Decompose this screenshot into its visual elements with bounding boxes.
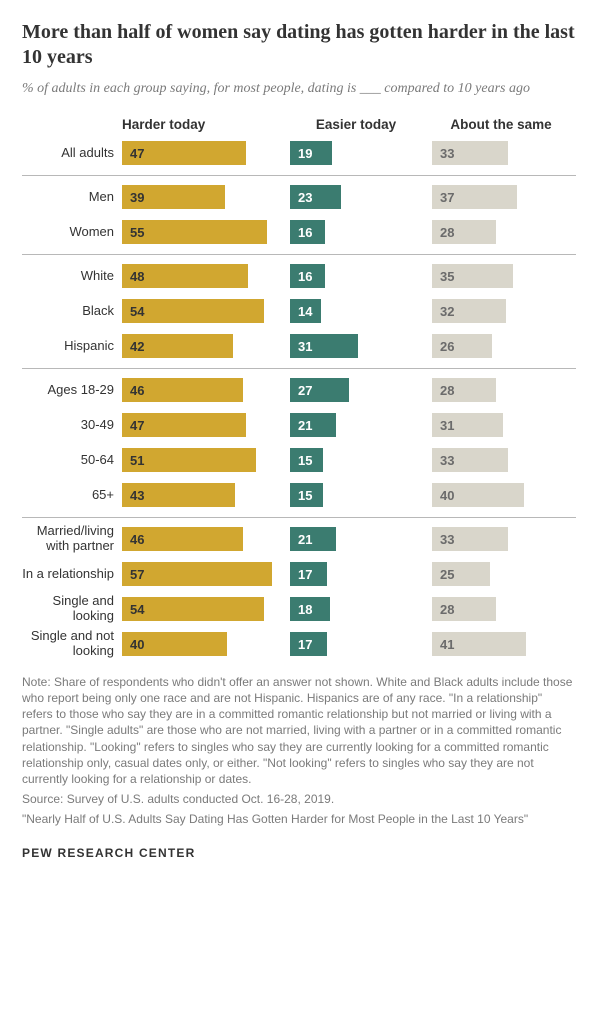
bar-same: 25 — [432, 562, 490, 586]
bar-same: 28 — [432, 378, 496, 402]
row-bars: 46 21 33 — [122, 527, 576, 551]
row-label: 30-49 — [22, 418, 122, 433]
bar-harder: 54 — [122, 597, 264, 621]
bar-easier: 16 — [290, 220, 325, 244]
col-header-harder: Harder today — [122, 117, 280, 132]
bar-easier: 17 — [290, 562, 327, 586]
row-bars: 46 27 28 — [122, 378, 576, 402]
row-bars: 51 15 33 — [122, 448, 576, 472]
row-label: Black — [22, 304, 122, 319]
row-label: Single and looking — [22, 594, 122, 624]
group-divider — [22, 254, 576, 255]
bar-harder: 55 — [122, 220, 267, 244]
bar-easier: 18 — [290, 597, 330, 621]
chart-row: 50-6451 15 33 — [22, 445, 576, 476]
row-bars: 43 15 40 — [122, 483, 576, 507]
chart-subtitle: % of adults in each group saying, for mo… — [22, 80, 576, 99]
bar-easier: 16 — [290, 264, 325, 288]
bar-easier: 23 — [290, 185, 341, 209]
bar-easier: 31 — [290, 334, 358, 358]
row-bars: 54 14 32 — [122, 299, 576, 323]
bar-same: 28 — [432, 220, 496, 244]
bar-same: 33 — [432, 448, 508, 472]
bar-easier: 27 — [290, 378, 349, 402]
row-bars: 57 17 25 — [122, 562, 576, 586]
row-bars: 47 21 31 — [122, 413, 576, 437]
bar-harder: 40 — [122, 632, 227, 656]
bar-harder: 46 — [122, 378, 243, 402]
row-label: Married/living with partner — [22, 524, 122, 554]
row-bars: 40 17 41 — [122, 632, 576, 656]
bar-chart: Harder today Easier today About the same… — [22, 117, 576, 660]
row-bars: 39 23 37 — [122, 185, 576, 209]
bar-harder: 47 — [122, 141, 246, 165]
bar-harder: 46 — [122, 527, 243, 551]
bar-same: 33 — [432, 141, 508, 165]
bar-easier: 17 — [290, 632, 327, 656]
bar-same: 33 — [432, 527, 508, 551]
row-label: Women — [22, 225, 122, 240]
chart-row: Single and looking54 18 28 — [22, 594, 576, 625]
chart-row: Hispanic42 31 26 — [22, 331, 576, 362]
chart-row: Single and not looking40 17 41 — [22, 629, 576, 660]
bar-harder: 48 — [122, 264, 248, 288]
chart-note: Note: Share of respondents who didn't of… — [22, 674, 576, 787]
row-bars: 54 18 28 — [122, 597, 576, 621]
bar-easier: 14 — [290, 299, 321, 323]
chart-row: Ages 18-2946 27 28 — [22, 375, 576, 406]
bar-easier: 19 — [290, 141, 332, 165]
row-label: Hispanic — [22, 339, 122, 354]
chart-row: White48 16 35 — [22, 261, 576, 292]
bar-harder: 57 — [122, 562, 272, 586]
bar-same: 31 — [432, 413, 503, 437]
row-bars: 55 16 28 — [122, 220, 576, 244]
col-header-same: About the same — [432, 117, 570, 132]
bar-same: 41 — [432, 632, 526, 656]
bar-harder: 51 — [122, 448, 256, 472]
column-headers: Harder today Easier today About the same — [22, 117, 576, 132]
row-label: All adults — [22, 146, 122, 161]
row-bars: 48 16 35 — [122, 264, 576, 288]
row-label: Single and not looking — [22, 629, 122, 659]
bar-harder: 47 — [122, 413, 246, 437]
row-label: In a relationship — [22, 567, 122, 582]
bar-same: 28 — [432, 597, 496, 621]
row-label: 65+ — [22, 488, 122, 503]
bar-harder: 39 — [122, 185, 225, 209]
bar-same: 26 — [432, 334, 492, 358]
chart-title: More than half of women say dating has g… — [22, 20, 576, 70]
col-header-easier: Easier today — [290, 117, 422, 132]
attribution: PEW RESEARCH CENTER — [22, 846, 576, 860]
row-label: White — [22, 269, 122, 284]
chart-row: In a relationship57 17 25 — [22, 559, 576, 590]
row-label: Ages 18-29 — [22, 383, 122, 398]
bar-same: 40 — [432, 483, 524, 507]
group-divider — [22, 175, 576, 176]
chart-row: Men39 23 37 — [22, 182, 576, 213]
chart-row: 65+43 15 40 — [22, 480, 576, 511]
chart-source-line2: "Nearly Half of U.S. Adults Say Dating H… — [22, 811, 576, 827]
row-label: Men — [22, 190, 122, 205]
group-divider — [22, 517, 576, 518]
chart-row: All adults47 19 33 — [22, 138, 576, 169]
bar-same: 35 — [432, 264, 513, 288]
bar-easier: 15 — [290, 483, 323, 507]
group-divider — [22, 368, 576, 369]
chart-row: 30-4947 21 31 — [22, 410, 576, 441]
chart-row: Black54 14 32 — [22, 296, 576, 327]
bar-easier: 21 — [290, 527, 336, 551]
chart-row: Women55 16 28 — [22, 217, 576, 248]
bar-easier: 15 — [290, 448, 323, 472]
row-label: 50-64 — [22, 453, 122, 468]
bar-harder: 43 — [122, 483, 235, 507]
chart-row: Married/living with partner46 21 33 — [22, 524, 576, 555]
bar-harder: 42 — [122, 334, 233, 358]
chart-source-line1: Source: Survey of U.S. adults conducted … — [22, 791, 576, 807]
bar-same: 32 — [432, 299, 506, 323]
bar-same: 37 — [432, 185, 517, 209]
bar-harder: 54 — [122, 299, 264, 323]
row-bars: 42 31 26 — [122, 334, 576, 358]
row-bars: 47 19 33 — [122, 141, 576, 165]
bar-easier: 21 — [290, 413, 336, 437]
